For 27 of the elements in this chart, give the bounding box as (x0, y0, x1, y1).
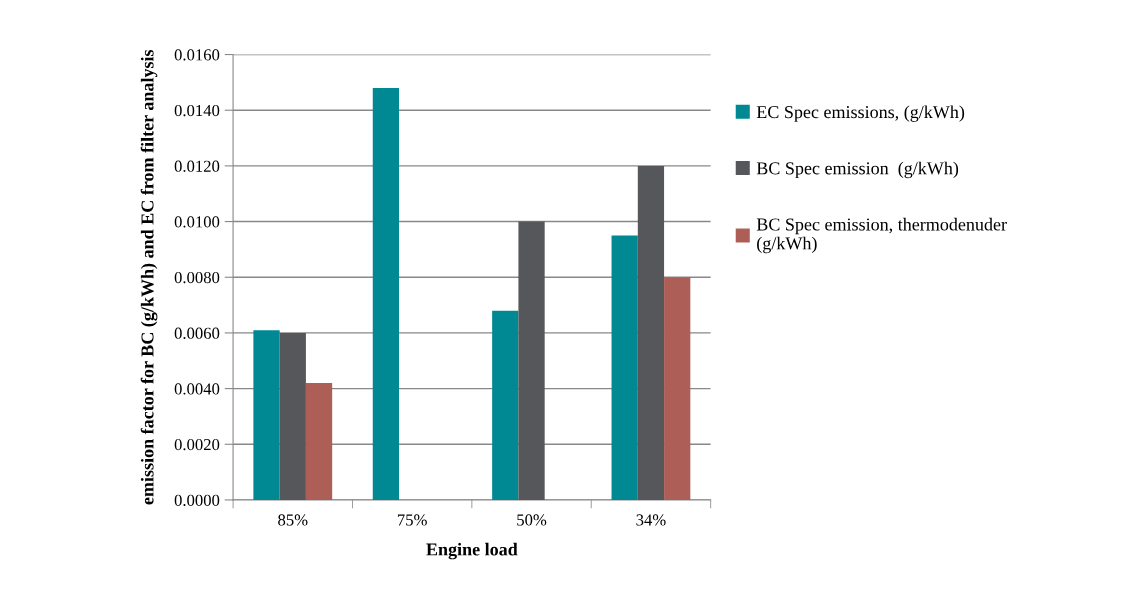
bar (492, 310, 519, 500)
y-tick-label: 0.0100 (174, 216, 220, 228)
bar (611, 235, 638, 500)
bar (518, 221, 545, 500)
y-tick-label: 0.0120 (174, 160, 220, 172)
x-tick-label: 75% (397, 514, 427, 526)
bar (664, 277, 691, 500)
y-tick-label: 0.0000 (174, 494, 220, 506)
legend-label: BC Spec emission (g/kWh) (756, 161, 959, 179)
x-axis-title: Engine load (426, 542, 518, 560)
y-tick-label: 0.0160 (174, 49, 220, 61)
x-tick-label: 50% (517, 514, 547, 526)
bar (637, 165, 665, 500)
bar (305, 383, 333, 500)
y-tick-label: 0.0040 (174, 383, 220, 395)
y-tick-label: 0.0140 (174, 104, 220, 117)
y-tick-label: 0.0060 (174, 327, 220, 339)
bar (253, 330, 280, 500)
legend-label: EC Spec emissions, (g/kWh) (756, 105, 965, 122)
y-axis-title: emission factor for BC (g/kWh) and EC from filter analysis (140, 49, 158, 505)
x-tick-label: 85% (278, 514, 308, 526)
x-tick-label: 34% (636, 514, 666, 526)
y-tick-label: 0.0080 (174, 271, 220, 284)
y-tick-label: 0.0020 (174, 438, 220, 451)
legend-label: BC Spec emission, thermodenuder (g/kWh) (756, 217, 1007, 254)
bar (372, 87, 400, 500)
bar (279, 332, 306, 500)
